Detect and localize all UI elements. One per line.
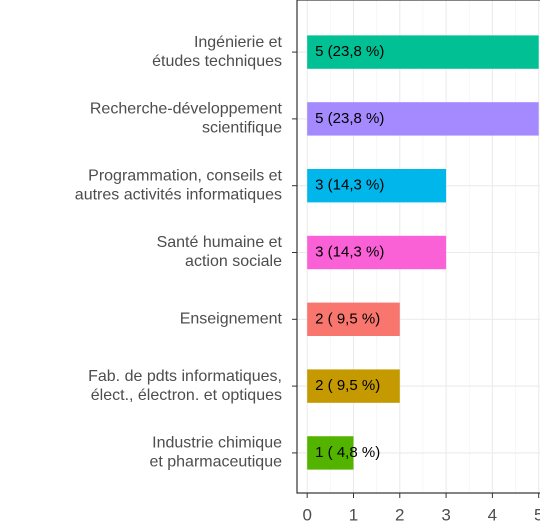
bar	[307, 302, 400, 337]
data-label: 3 (14,3 %)	[315, 177, 384, 194]
y-tick-label: Recherche-développement	[90, 101, 283, 118]
data-label: 2 ( 9,5 %)	[315, 377, 380, 394]
y-tick-label: Industrie chimique	[152, 435, 282, 452]
y-tick-label: études techniques	[152, 53, 282, 70]
x-tick-label: 2	[395, 505, 404, 524]
y-tick-label: Santé humaine et	[157, 234, 283, 251]
x-tick-label: 4	[488, 505, 497, 524]
bar	[307, 35, 539, 69]
x-tick-label: 0	[302, 505, 311, 524]
bar	[307, 436, 354, 470]
panel-border	[296, 0, 540, 494]
data-label: 2 ( 9,5 %)	[315, 310, 380, 327]
y-tick-label: scientifique	[202, 120, 282, 137]
bar	[307, 168, 447, 203]
x-tick-label: 1	[349, 505, 358, 524]
bar	[307, 102, 539, 136]
bar	[307, 369, 400, 403]
y-tick-label: Programmation, conseils et	[88, 167, 282, 184]
data-label: 5 (23,8 %)	[315, 110, 384, 127]
bar	[307, 235, 447, 270]
y-tick-label: Ingénierie et	[194, 34, 283, 51]
y-tick-label: Fab. de pdts informatiques,	[88, 368, 282, 385]
data-label: 3 (14,3 %)	[315, 243, 384, 260]
data-label: 5 (23,8 %)	[315, 43, 384, 60]
y-tick-label: action sociale	[185, 253, 282, 270]
x-tick-label: 5	[534, 505, 540, 524]
data-label: 1 ( 4,8 %)	[315, 444, 380, 461]
y-tick-label: et pharmaceutique	[149, 454, 282, 471]
y-tick-label: autres activités informatiques	[75, 186, 282, 203]
y-tick-label: élect., électron. et optiques	[91, 387, 282, 404]
x-tick-label: 3	[441, 505, 450, 524]
y-tick-label: Enseignement	[180, 311, 283, 328]
